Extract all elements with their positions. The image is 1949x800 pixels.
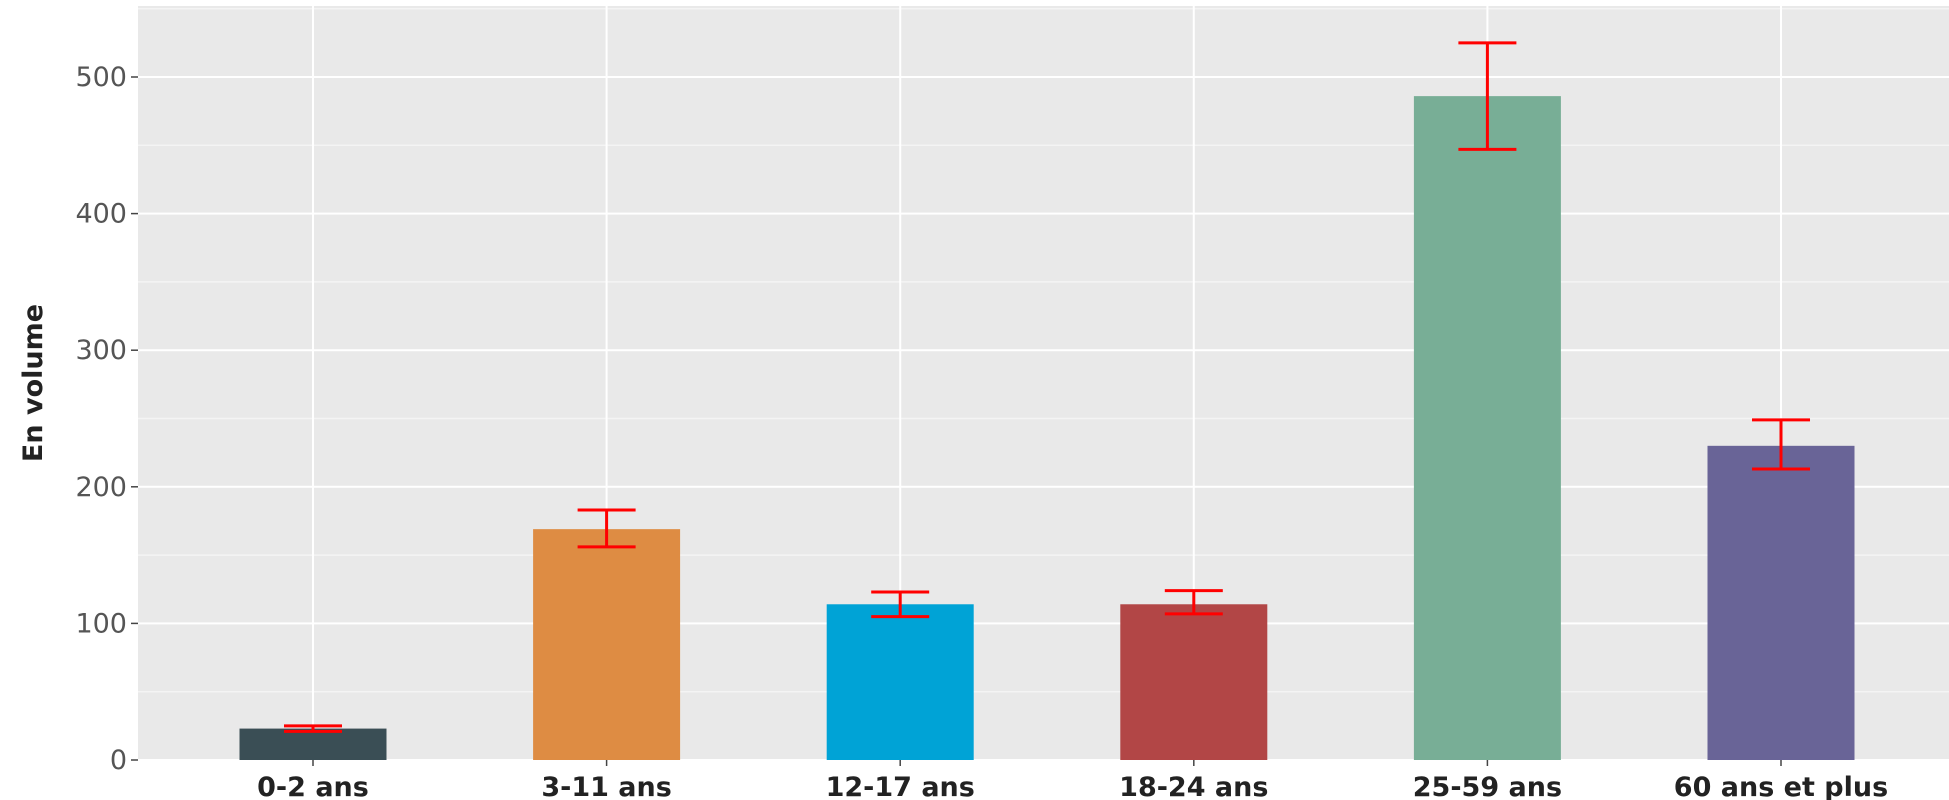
plot-background <box>138 6 1949 760</box>
error-bars <box>284 41 1810 733</box>
error-bar <box>1458 41 1517 151</box>
error-bar <box>871 590 930 619</box>
y-axis-ticks: 0 100 200 300 400 500 <box>75 62 138 776</box>
x-tick-label: 12-17 ans <box>826 772 975 800</box>
y-tick-label: 300 <box>75 335 127 366</box>
x-tick-label: 60 ans et plus <box>1674 772 1888 800</box>
y-axis-title: En volume <box>18 304 49 462</box>
x-tick-label: 3-11 ans <box>541 772 671 800</box>
bar <box>826 604 974 760</box>
bar <box>1413 96 1561 760</box>
y-tick-label: 0 <box>110 745 127 776</box>
bar <box>1120 604 1268 760</box>
error-bar <box>284 724 342 733</box>
bar <box>533 529 681 760</box>
y-tick-label: 200 <box>75 472 127 503</box>
bar <box>1707 445 1855 760</box>
error-bar <box>577 508 636 549</box>
x-axis-labels: 0-2 ans 3-11 ans 12-17 ans 18-24 ans 25-59 a… <box>257 760 1888 800</box>
error-bar <box>1752 418 1810 471</box>
y-tick-label: 100 <box>75 608 127 639</box>
y-tick-label: 400 <box>75 199 127 230</box>
x-tick-label: 0-2 ans <box>257 772 369 800</box>
bar <box>239 728 387 760</box>
bars <box>239 96 1855 760</box>
y-tick-label: 500 <box>75 62 127 93</box>
error-bar <box>1164 589 1223 616</box>
x-tick-label: 25-59 ans <box>1413 772 1562 800</box>
x-tick-label: 18-24 ans <box>1119 772 1268 800</box>
